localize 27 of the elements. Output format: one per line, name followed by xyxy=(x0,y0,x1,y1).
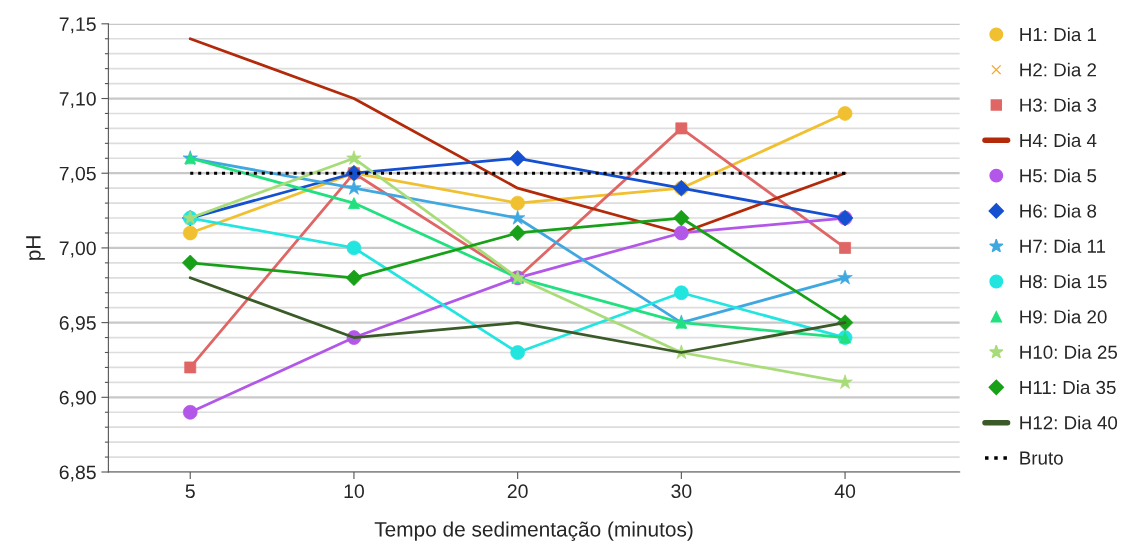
legend-label: H7: Dia 11 xyxy=(1020,239,1106,253)
x-tick-label: 5 xyxy=(185,484,195,499)
legend-label: H6: Dia 8 xyxy=(1020,203,1097,218)
y-tick-label: 6,85 xyxy=(59,465,96,482)
x-tick-label: 40 xyxy=(834,484,856,499)
legend-label: H3: Dia 3 xyxy=(1020,98,1097,112)
legend-label: H10: Dia 25 xyxy=(1020,345,1118,359)
y-tick-label: 7,05 xyxy=(59,166,96,183)
x-axis-title: Tempo de sedimentação (minutos) xyxy=(374,521,693,541)
y-tick-label: 6,95 xyxy=(59,316,96,333)
legend-label: H2: Dia 2 xyxy=(1020,62,1096,77)
y-tick-label: 6,90 xyxy=(59,390,96,407)
legend-label: H12: Dia 40 xyxy=(1020,415,1118,430)
legend-label: H1: Dia 1 xyxy=(1020,27,1097,42)
legend-label: H9: Dia 20 xyxy=(1020,309,1107,324)
legend-label: H11: Dia 35 xyxy=(1020,380,1116,395)
x-tick-label: 20 xyxy=(507,484,528,499)
x-tick-label: 30 xyxy=(671,484,692,499)
legend-label: H8: Dia 15 xyxy=(1020,274,1107,289)
y-tick-label: 7,10 xyxy=(59,91,96,109)
legend-label: H5: Dia 5 xyxy=(1020,168,1097,183)
legend-label: Bruto xyxy=(1020,451,1063,465)
y-tick-label: 7,00 xyxy=(59,241,96,258)
legend-label: H4: Dia 4 xyxy=(1020,133,1097,148)
y-tick-label: 7,15 xyxy=(59,17,96,34)
x-tick-label: 10 xyxy=(344,484,364,499)
y-axis-title: pH xyxy=(26,236,45,260)
